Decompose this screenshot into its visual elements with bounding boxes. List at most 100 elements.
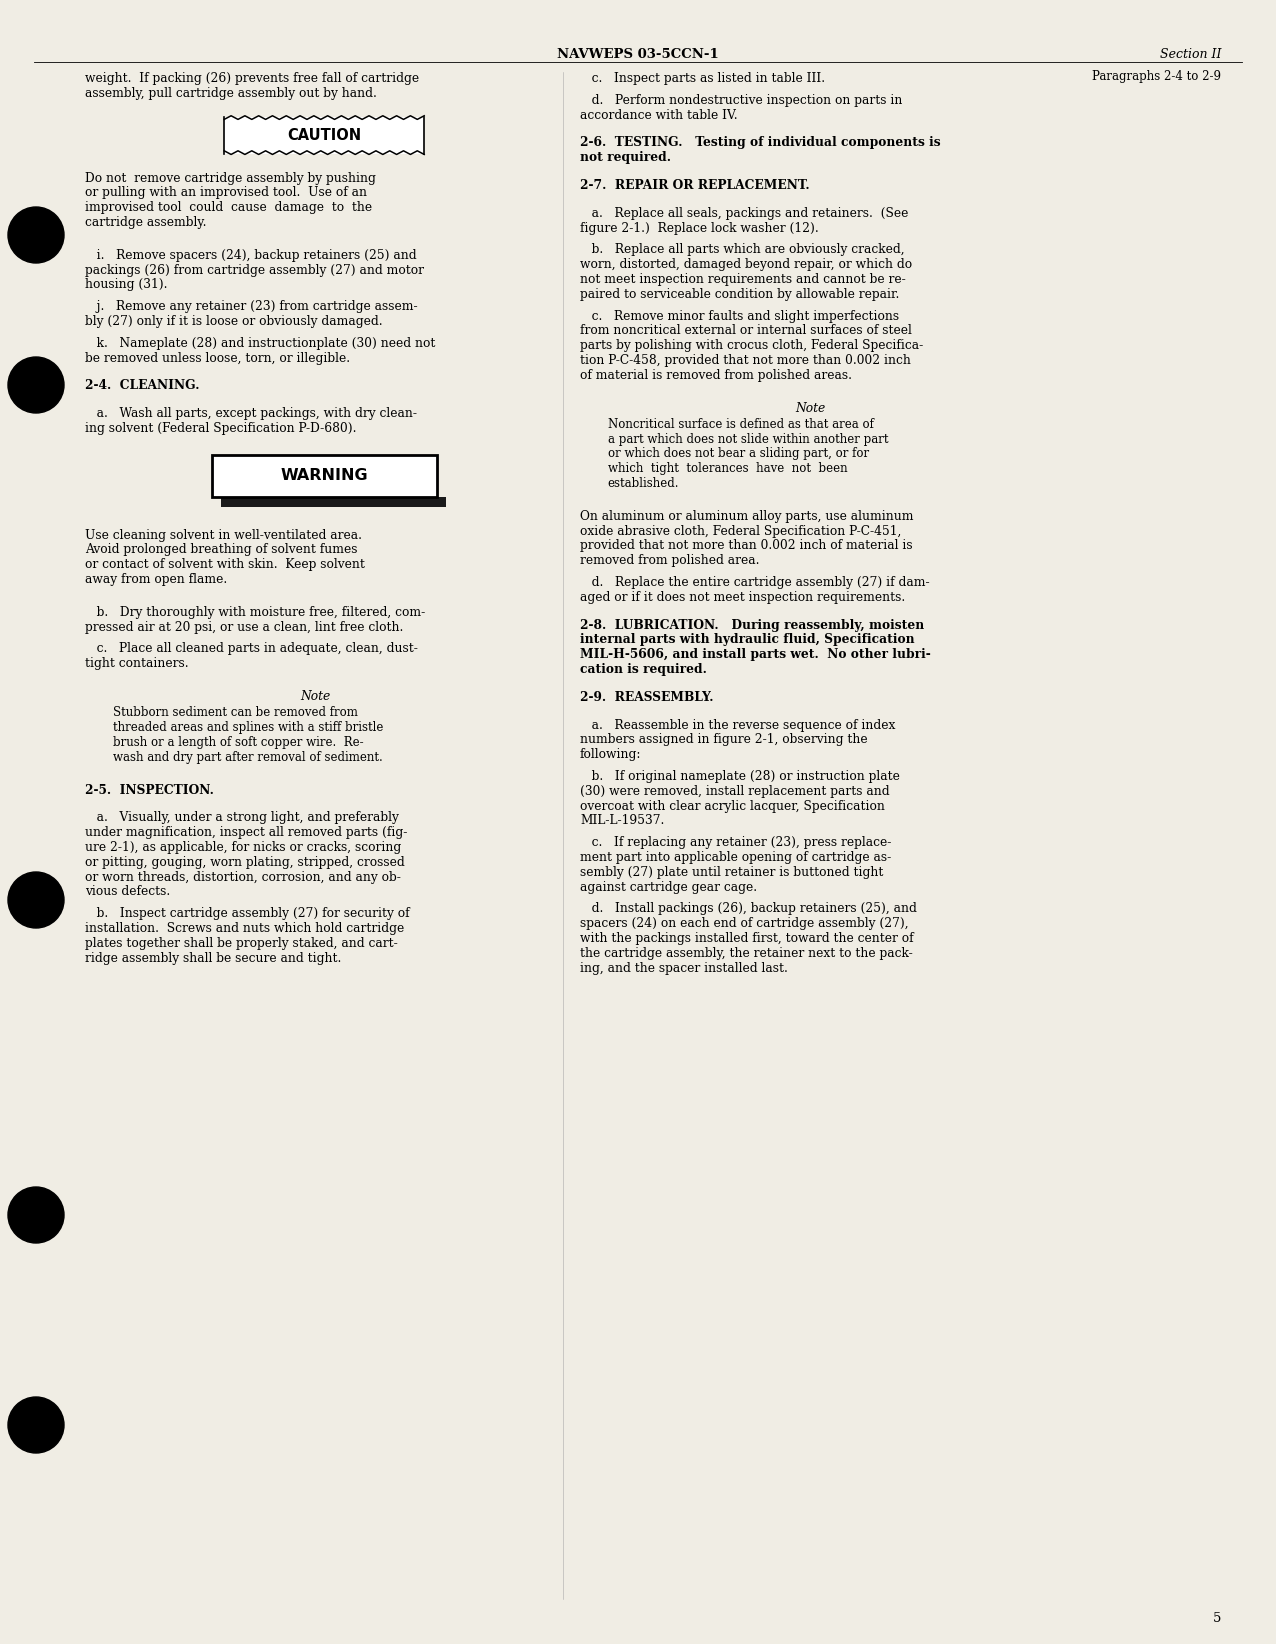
Text: spacers (24) on each end of cartridge assembly (27),: spacers (24) on each end of cartridge as… [581,917,909,931]
Text: 2-8.  LUBRICATION.   During reassembly, moisten: 2-8. LUBRICATION. During reassembly, moi… [581,618,924,631]
Text: of material is removed from polished areas.: of material is removed from polished are… [581,368,852,381]
Text: 2-9.  REASSEMBLY.: 2-9. REASSEMBLY. [581,690,713,704]
Text: with the packings installed first, toward the center of: with the packings installed first, towar… [581,932,914,945]
Text: provided that not more than 0.002 inch of material is: provided that not more than 0.002 inch o… [581,539,912,552]
Text: away from open flame.: away from open flame. [85,574,227,587]
Text: following:: following: [581,748,642,761]
Text: ing solvent (Federal Specification P-D-680).: ing solvent (Federal Specification P-D-6… [85,423,356,436]
Text: vious defects.: vious defects. [85,886,170,898]
Text: 2-5.  INSPECTION.: 2-5. INSPECTION. [85,784,214,797]
Text: ing, and the spacer installed last.: ing, and the spacer installed last. [581,962,787,975]
Text: packings (26) from cartridge assembly (27) and motor: packings (26) from cartridge assembly (2… [85,263,424,276]
Text: tion P-C-458, provided that not more than 0.002 inch: tion P-C-458, provided that not more tha… [581,353,911,367]
Text: under magnification, inspect all removed parts (fig-: under magnification, inspect all removed… [85,827,407,838]
Text: plates together shall be properly staked, and cart-: plates together shall be properly staked… [85,937,398,950]
Text: k.   Nameplate (28) and instructionplate (30) need not: k. Nameplate (28) and instructionplate (… [85,337,435,350]
Text: wash and dry part after removal of sediment.: wash and dry part after removal of sedim… [112,751,383,764]
Text: Avoid prolonged breathing of solvent fumes: Avoid prolonged breathing of solvent fum… [85,544,357,557]
Text: or which does not bear a sliding part, or for: or which does not bear a sliding part, o… [607,447,869,460]
Text: ure 2-1), as applicable, for nicks or cracks, scoring: ure 2-1), as applicable, for nicks or cr… [85,842,401,853]
Circle shape [8,357,64,413]
Text: weight.  If packing (26) prevents free fall of cartridge: weight. If packing (26) prevents free fa… [85,72,419,85]
Text: (30) were removed, install replacement parts and: (30) were removed, install replacement p… [581,784,889,797]
Text: pressed air at 20 psi, or use a clean, lint free cloth.: pressed air at 20 psi, or use a clean, l… [85,621,403,633]
Text: removed from polished area.: removed from polished area. [581,554,759,567]
Circle shape [8,1187,64,1243]
Text: brush or a length of soft copper wire.  Re-: brush or a length of soft copper wire. R… [112,737,364,750]
Circle shape [8,1397,64,1453]
Text: worn, distorted, damaged beyond repair, or which do: worn, distorted, damaged beyond repair, … [581,258,912,271]
Text: numbers assigned in figure 2-1, observing the: numbers assigned in figure 2-1, observin… [581,733,868,746]
Text: b.   Replace all parts which are obviously cracked,: b. Replace all parts which are obviously… [581,243,905,256]
Text: tight containers.: tight containers. [85,658,189,671]
Text: Note: Note [795,401,826,414]
Text: or pulling with an improvised tool.  Use of an: or pulling with an improvised tool. Use … [85,186,367,199]
Text: parts by polishing with crocus cloth, Federal Specifica-: parts by polishing with crocus cloth, Fe… [581,339,924,352]
Text: established.: established. [607,477,679,490]
Text: 5: 5 [1212,1613,1221,1624]
Text: c.   Place all cleaned parts in adequate, clean, dust-: c. Place all cleaned parts in adequate, … [85,643,417,656]
Text: accordance with table IV.: accordance with table IV. [581,109,738,122]
Text: MIL-H-5606, and install parts wet.  No other lubri-: MIL-H-5606, and install parts wet. No ot… [581,648,930,661]
Text: housing (31).: housing (31). [85,278,167,291]
Text: 2-7.  REPAIR OR REPLACEMENT.: 2-7. REPAIR OR REPLACEMENT. [581,179,810,192]
Text: paired to serviceable condition by allowable repair.: paired to serviceable condition by allow… [581,288,900,301]
Text: b.   Inspect cartridge assembly (27) for security of: b. Inspect cartridge assembly (27) for s… [85,907,410,921]
Circle shape [8,871,64,927]
Text: d.   Replace the entire cartridge assembly (27) if dam-: d. Replace the entire cartridge assembly… [581,575,930,589]
Text: figure 2-1.)  Replace lock washer (12).: figure 2-1.) Replace lock washer (12). [581,222,819,235]
Text: Do not  remove cartridge assembly by pushing: Do not remove cartridge assembly by push… [85,171,376,184]
Text: b.   Dry thoroughly with moisture free, filtered, com-: b. Dry thoroughly with moisture free, fi… [85,607,425,618]
Text: ment part into applicable opening of cartridge as-: ment part into applicable opening of car… [581,852,891,865]
Text: aged or if it does not meet inspection requirements.: aged or if it does not meet inspection r… [581,590,905,603]
Text: not meet inspection requirements and cannot be re-: not meet inspection requirements and can… [581,273,906,286]
Text: assembly, pull cartridge assembly out by hand.: assembly, pull cartridge assembly out by… [85,87,376,100]
Text: or contact of solvent with skin.  Keep solvent: or contact of solvent with skin. Keep so… [85,559,365,572]
Text: 2-6.  TESTING.   Testing of individual components is: 2-6. TESTING. Testing of individual comp… [581,136,940,150]
Text: cartridge assembly.: cartridge assembly. [85,215,207,229]
Text: i.   Remove spacers (24), backup retainers (25) and: i. Remove spacers (24), backup retainers… [85,248,417,261]
Text: a part which does not slide within another part: a part which does not slide within anoth… [607,432,888,446]
Text: oxide abrasive cloth, Federal Specification P-C-451,: oxide abrasive cloth, Federal Specificat… [581,524,901,538]
Text: threaded areas and splines with a stiff bristle: threaded areas and splines with a stiff … [112,722,383,735]
Text: b.   If original nameplate (28) or instruction plate: b. If original nameplate (28) or instruc… [581,769,900,783]
Text: sembly (27) plate until retainer is buttoned tight: sembly (27) plate until retainer is butt… [581,866,883,880]
Text: against cartridge gear cage.: against cartridge gear cage. [581,881,757,894]
Text: improvised tool  could  cause  damage  to  the: improvised tool could cause damage to th… [85,201,373,214]
Bar [225,117,424,153]
Text: Section II: Section II [1160,48,1221,61]
Text: a.   Reassemble in the reverse sequence of index: a. Reassemble in the reverse sequence of… [581,718,896,732]
Text: Stubborn sediment can be removed from: Stubborn sediment can be removed from [112,707,357,720]
Text: bly (27) only if it is loose or obviously damaged.: bly (27) only if it is loose or obviousl… [85,316,383,329]
Text: overcoat with clear acrylic lacquer, Specification: overcoat with clear acrylic lacquer, Spe… [581,799,884,812]
Text: Note: Note [300,690,330,704]
Text: internal parts with hydraulic fluid, Specification: internal parts with hydraulic fluid, Spe… [581,633,915,646]
Text: d.   Perform nondestructive inspection on parts in: d. Perform nondestructive inspection on … [581,94,902,107]
Text: Use cleaning solvent in well-ventilated area.: Use cleaning solvent in well-ventilated … [85,529,362,543]
Text: or pitting, gouging, worn plating, stripped, crossed: or pitting, gouging, worn plating, strip… [85,857,404,868]
Text: 2-4.  CLEANING.: 2-4. CLEANING. [85,380,199,393]
Bar [212,455,436,496]
Text: not required.: not required. [581,151,671,164]
Text: d.   Install packings (26), backup retainers (25), and: d. Install packings (26), backup retaine… [581,903,917,916]
Text: Paragraphs 2-4 to 2-9: Paragraphs 2-4 to 2-9 [1092,71,1221,82]
Text: be removed unless loose, torn, or illegible.: be removed unless loose, torn, or illegi… [85,352,350,365]
Text: MIL-L-19537.: MIL-L-19537. [581,814,665,827]
Text: CAUTION: CAUTION [287,128,361,143]
Text: cation is required.: cation is required. [581,663,707,676]
Text: a.   Wash all parts, except packings, with dry clean-: a. Wash all parts, except packings, with… [85,408,417,421]
Text: WARNING: WARNING [281,469,367,483]
Text: which  tight  tolerances  have  not  been: which tight tolerances have not been [607,462,847,475]
Text: NAVWEPS 03-5CCN-1: NAVWEPS 03-5CCN-1 [558,48,718,61]
Text: j.   Remove any retainer (23) from cartridge assem-: j. Remove any retainer (23) from cartrid… [85,301,417,314]
Text: On aluminum or aluminum alloy parts, use aluminum: On aluminum or aluminum alloy parts, use… [581,510,914,523]
Text: or worn threads, distortion, corrosion, and any ob-: or worn threads, distortion, corrosion, … [85,871,401,883]
Text: installation.  Screws and nuts which hold cartridge: installation. Screws and nuts which hold… [85,922,404,935]
Text: a.   Replace all seals, packings and retainers.  (See: a. Replace all seals, packings and retai… [581,207,909,220]
Text: ridge assembly shall be secure and tight.: ridge assembly shall be secure and tight… [85,952,342,965]
Circle shape [8,207,64,263]
Text: Noncritical surface is defined as that area of: Noncritical surface is defined as that a… [607,418,874,431]
Text: c.   Remove minor faults and slight imperfections: c. Remove minor faults and slight imperf… [581,309,900,322]
Text: the cartridge assembly, the retainer next to the pack-: the cartridge assembly, the retainer nex… [581,947,912,960]
Polygon shape [221,496,445,506]
